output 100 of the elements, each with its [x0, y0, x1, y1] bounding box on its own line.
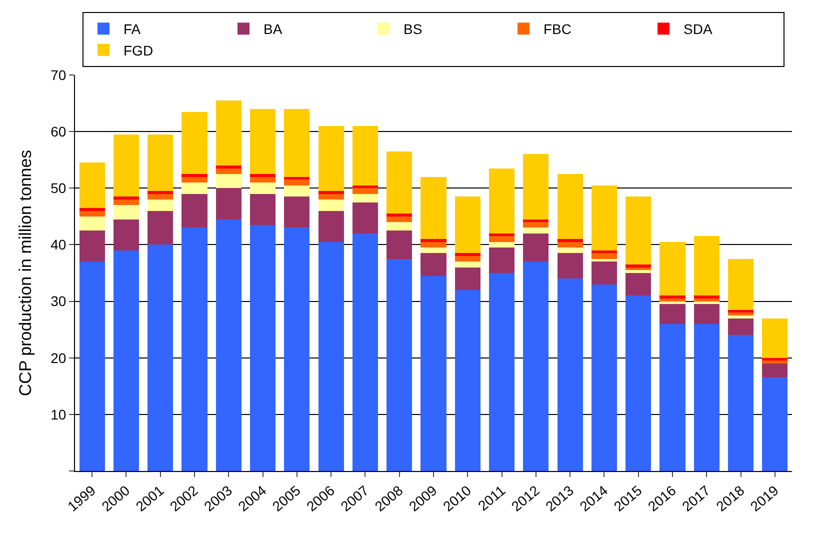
- legend-label: FBC: [544, 21, 572, 38]
- bar: [148, 210, 174, 245]
- bar: [626, 270, 652, 273]
- bar: [79, 162, 105, 208]
- bar: [386, 222, 412, 231]
- bar: [523, 154, 549, 220]
- bar: [523, 222, 549, 228]
- bar: [591, 253, 618, 259]
- bar: [728, 312, 754, 316]
- bar: [182, 174, 208, 177]
- bar: [250, 194, 276, 225]
- bar: [626, 264, 652, 268]
- bar: [318, 210, 344, 242]
- bar: [557, 242, 583, 248]
- bar: [318, 190, 344, 194]
- bar: [660, 304, 686, 324]
- bar: [694, 296, 720, 298]
- bar: [454, 253, 480, 256]
- bar: [728, 258, 754, 310]
- bar: [284, 196, 310, 228]
- bar: [762, 318, 788, 358]
- bar: [352, 233, 378, 471]
- bar: [284, 108, 310, 177]
- bar: [591, 284, 618, 471]
- bar: [454, 267, 480, 290]
- bar: [591, 185, 618, 250]
- bar: [728, 335, 754, 471]
- bar: [113, 196, 140, 200]
- bar: [216, 168, 242, 174]
- bar: [318, 242, 344, 471]
- bar: [216, 174, 242, 188]
- bar: [626, 273, 652, 296]
- bar: [660, 298, 686, 302]
- bar: [694, 324, 720, 471]
- bar: [488, 273, 515, 471]
- y-axis-title: CCP production in million tonnes: [16, 150, 35, 396]
- bar: [386, 216, 412, 222]
- bar: [523, 262, 549, 471]
- bar: [113, 199, 140, 206]
- bar: [79, 230, 105, 262]
- bar: [386, 258, 412, 471]
- bar: [454, 256, 480, 262]
- bar: [318, 194, 344, 200]
- bar: [488, 168, 515, 234]
- bar: [660, 301, 686, 304]
- bar: [762, 360, 788, 364]
- bar: [352, 202, 378, 234]
- y-tick-label: 60: [50, 123, 66, 140]
- y-tick-label: 70: [50, 66, 66, 83]
- bar: [79, 262, 105, 471]
- bar: [488, 248, 515, 273]
- bar: [420, 176, 446, 240]
- bar: [762, 378, 788, 471]
- bar: [660, 324, 686, 471]
- bar: [250, 108, 276, 174]
- bar: [148, 199, 174, 211]
- bar: [386, 214, 412, 216]
- bar: [250, 176, 276, 182]
- bar: [318, 126, 344, 191]
- bar: [728, 318, 754, 336]
- bar: [284, 228, 310, 471]
- bar: [182, 228, 208, 471]
- bar: [557, 174, 583, 240]
- bar: [454, 262, 480, 268]
- bar: [728, 315, 754, 318]
- bar: [148, 194, 174, 200]
- bar: [113, 205, 140, 220]
- bar: [386, 230, 412, 259]
- bar: [660, 296, 686, 298]
- bar: [182, 194, 208, 228]
- bar: [79, 210, 105, 216]
- bar: [352, 188, 378, 194]
- bar: [420, 276, 446, 471]
- bar: [216, 166, 242, 168]
- bar: [284, 180, 310, 186]
- y-tick-label: 10: [50, 406, 66, 422]
- bar: [660, 242, 686, 296]
- bar: [420, 242, 446, 248]
- bar: [284, 185, 310, 197]
- bar: [182, 112, 208, 174]
- bar: [694, 236, 720, 296]
- bar: [454, 196, 480, 254]
- legend-label: SDA: [684, 21, 713, 38]
- bar: [488, 242, 515, 248]
- bar: [420, 239, 446, 242]
- bar: [352, 126, 378, 186]
- bar: [762, 364, 788, 378]
- bar: [182, 182, 208, 194]
- bar: [694, 298, 720, 302]
- bar: [148, 244, 174, 471]
- bar: [626, 196, 652, 265]
- y-tick-label: 30: [50, 293, 66, 310]
- bar: [250, 182, 276, 194]
- bar: [557, 248, 583, 254]
- legend-label: BA: [264, 21, 283, 38]
- y-tick-label: 20: [50, 350, 66, 366]
- bar: [250, 224, 276, 471]
- bar: [352, 194, 378, 202]
- legend-label: BS: [404, 21, 422, 38]
- bar: [148, 190, 174, 194]
